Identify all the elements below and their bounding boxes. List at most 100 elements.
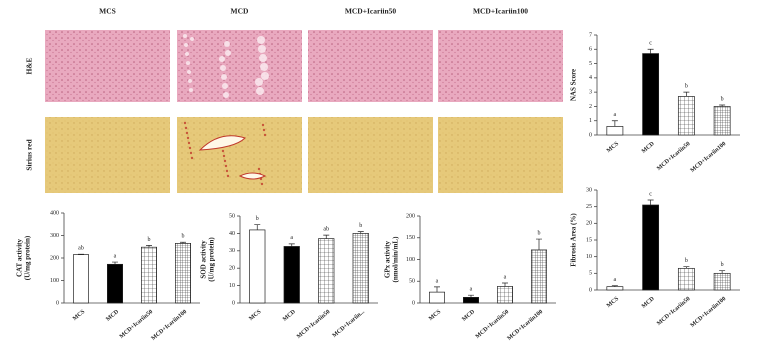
lipid-droplet (188, 79, 192, 83)
y-tick-label: 4 (589, 75, 592, 81)
y-tick-label: 10 (586, 254, 592, 260)
error-bar (502, 282, 508, 287)
bar (72, 254, 89, 304)
x-tick-label: MCS (248, 309, 263, 323)
y-tick-label: 0 (589, 132, 592, 138)
y-axis-label: (U/mg protein) (208, 237, 216, 282)
bar (318, 238, 335, 304)
x-tick-label: MCS (606, 141, 621, 155)
significance-letter: c (649, 191, 652, 197)
bar (283, 246, 300, 304)
bar (463, 296, 480, 304)
lipid-droplet (190, 37, 194, 41)
lipid-droplet (259, 54, 267, 62)
error-bar (611, 120, 618, 127)
y-axis-label: CAT activity (16, 238, 24, 277)
micrograph (308, 117, 433, 193)
y-tick-label: 20 (229, 266, 235, 272)
fibrosis-strand (263, 133, 267, 137)
bar (606, 126, 624, 136)
lipid-droplet (258, 45, 266, 53)
error-bar (146, 245, 152, 248)
bar (642, 204, 660, 291)
error-bar (719, 104, 726, 107)
x-tick-label: MCD+Icariin50 (475, 309, 510, 340)
bar (677, 96, 695, 136)
bar (642, 53, 660, 136)
significance-letter: ab (78, 246, 84, 252)
significance-letter: b (148, 237, 151, 243)
y-tick-label: 50 (229, 213, 235, 219)
lipid-droplet (257, 36, 265, 44)
error-bar (434, 286, 440, 293)
y-tick-label: 15 (586, 237, 592, 243)
x-tick-label: MCD (282, 309, 297, 323)
x-tick-label: MCD+Icariin50 (119, 309, 154, 340)
error-bar (683, 266, 690, 269)
vessel (238, 172, 267, 180)
y-tick-label: 0 (56, 300, 59, 306)
y-axis-label: GPx activity (384, 240, 392, 278)
error-bar (468, 294, 474, 298)
fibrosis-strand (221, 149, 225, 153)
y-tick-label: 0 (232, 300, 235, 306)
error-bar (647, 48, 654, 54)
lipid-droplet (222, 83, 228, 89)
lipid-droplet (187, 70, 191, 74)
fibrosis-strand (257, 167, 261, 171)
x-tick-label: MCD+Icariin100 (507, 309, 545, 342)
x-tick-label: MCD (105, 309, 120, 323)
fibrosis-strand (189, 151, 193, 155)
y-tick-label: 100 (406, 257, 415, 263)
error-bar (254, 224, 261, 230)
column-label: MCD (231, 7, 249, 16)
fibrosis-strand (262, 128, 266, 132)
error-bar (536, 238, 542, 250)
vessel (198, 135, 246, 151)
lipid-droplet (225, 50, 231, 56)
fibrosis-strand (261, 123, 265, 127)
y-tick-label: 25 (586, 204, 592, 210)
micrograph (45, 30, 170, 102)
lipid-droplet (183, 34, 187, 38)
y-axis-label: SOD activity (200, 240, 208, 279)
lipid-droplet (223, 92, 229, 98)
bar (530, 249, 547, 304)
x-tick-label: MCD (641, 141, 656, 155)
significance-letter: b (721, 96, 724, 102)
fibrosis-strand (187, 141, 191, 145)
fibrosis-strand (186, 136, 190, 140)
bar (175, 243, 192, 304)
error-bar (683, 91, 690, 97)
lipid-droplet (261, 72, 269, 80)
fibrosis-strand (225, 169, 229, 173)
bar (429, 291, 446, 304)
lipid-droplet (186, 61, 190, 65)
lipid-droplet (189, 88, 193, 92)
x-tick-label: MCD+Icariin100 (690, 141, 728, 174)
column-label: MCD+Icariin50 (345, 7, 397, 16)
y-tick-label: 5 (589, 61, 592, 67)
y-axis-label: Fibrosis Area (%) (570, 213, 578, 267)
x-tick-label: MCS (428, 309, 443, 323)
fibrosis-strand (190, 156, 194, 160)
bar (352, 233, 369, 304)
column-label: MCD+Icariin100 (473, 7, 528, 16)
column-label: MCS (99, 7, 116, 16)
significance-letter: b (359, 223, 362, 229)
significance-letter: b (721, 262, 724, 268)
y-tick-label: 7 (589, 32, 592, 38)
y-tick-label: 0 (412, 300, 415, 306)
fibrosis-strand (226, 174, 230, 178)
y-tick-label: 10 (229, 283, 235, 289)
micrograph (177, 30, 302, 102)
x-tick-label: MCD+Icariin100 (151, 309, 189, 342)
micrograph (438, 117, 563, 193)
fibrosis-strand (188, 146, 192, 150)
lipid-droplet (256, 87, 264, 95)
y-tick-label: 50 (409, 279, 415, 285)
micrograph (438, 30, 563, 102)
bar (606, 286, 624, 291)
x-tick-label: MCD+Icariin50 (656, 296, 691, 327)
significance-letter: b (256, 216, 259, 222)
